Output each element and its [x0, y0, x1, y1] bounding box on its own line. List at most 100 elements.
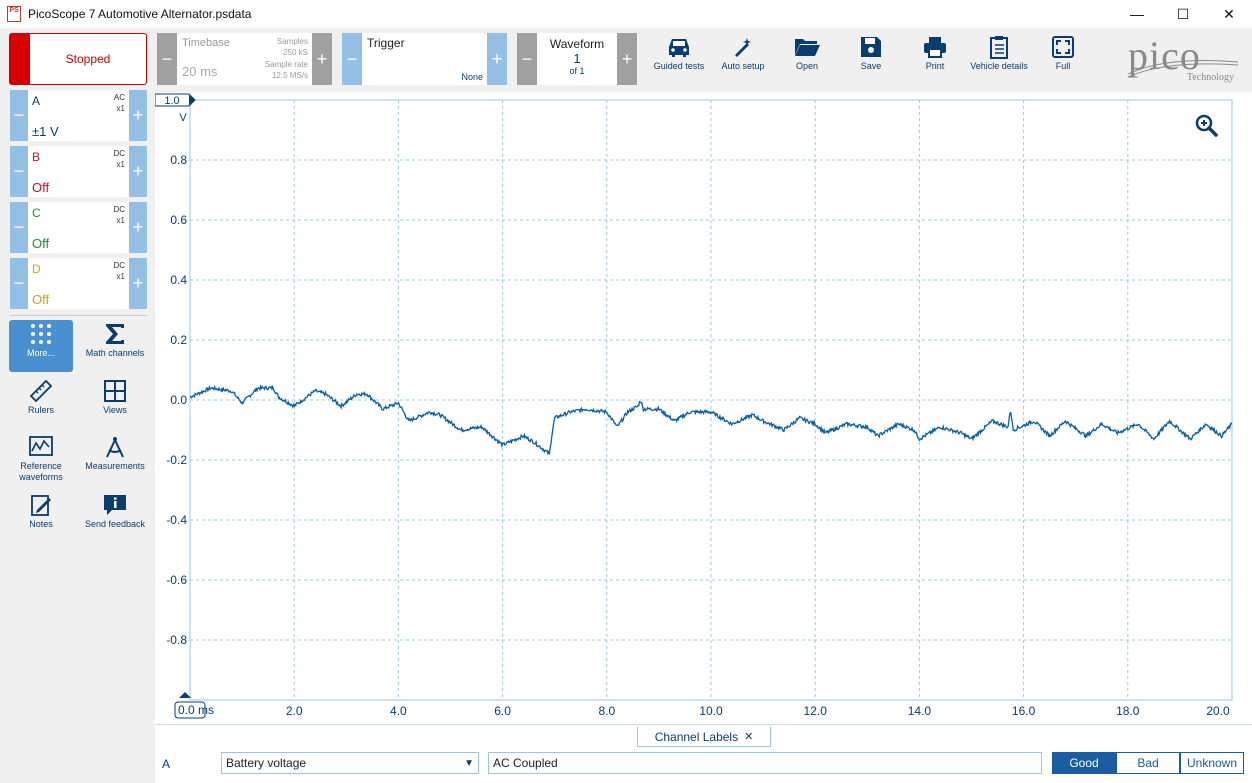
guided-tests-button[interactable]: Guided tests [649, 33, 709, 85]
x-tick-label: 10.0 [699, 704, 723, 718]
channel-d-range[interactable]: Off [32, 292, 50, 307]
run-stop-button[interactable]: Stopped [9, 33, 147, 85]
save-label: Save [860, 61, 882, 71]
channel-a-increase-button[interactable]: + [129, 90, 147, 141]
channel-b-control: − B DC x1 Off + [10, 146, 147, 197]
rating-unknown-button[interactable]: Unknown [1180, 752, 1244, 774]
channel-a-name: A [32, 94, 41, 108]
samples-value[interactable]: 250 kS [283, 48, 308, 57]
y-tick-label: 0.4 [170, 273, 187, 287]
folder-open-icon [793, 33, 821, 61]
send-feedback-button[interactable]: Send feedback [83, 491, 147, 543]
auto-setup-label: Auto setup [721, 61, 765, 71]
math-channels-button[interactable]: Math channels [83, 320, 147, 372]
channel-b-decrease-button[interactable]: − [10, 146, 28, 197]
open-button[interactable]: Open [777, 33, 837, 85]
print-label: Print [925, 61, 945, 71]
channel-c-decrease-button[interactable]: − [10, 202, 28, 253]
channel-d-control: − D DC x1 Off + [10, 258, 147, 309]
trigger-label: Trigger [367, 36, 405, 50]
trigger-control: − Trigger None + [342, 33, 507, 85]
car-icon [665, 33, 693, 61]
measurements-icon [103, 433, 127, 461]
close-icon[interactable]: ✕ [744, 731, 754, 743]
waveform-label: Waveform [549, 37, 605, 51]
close-button[interactable]: ✕ [1223, 5, 1235, 22]
channel-c-coupling[interactable]: DC x1 [113, 205, 125, 225]
rulers-label: Rulers [27, 405, 54, 415]
notes-button[interactable]: Notes [9, 491, 73, 543]
measurements-button[interactable]: Measurements [83, 433, 147, 485]
clipboard-icon [988, 33, 1010, 61]
channel-c-increase-button[interactable]: + [129, 202, 147, 253]
chevron-down-icon: ▼ [464, 758, 474, 769]
reference-waveform-icon [28, 433, 54, 461]
rating-good-button[interactable]: Good [1052, 752, 1116, 774]
print-button[interactable]: Print [905, 33, 965, 85]
reference-waveforms-button[interactable]: Reference waveforms [9, 433, 73, 485]
channel-labels-tab-label: Channel Labels [654, 729, 739, 744]
x-tick-label: 14.0 [908, 704, 932, 718]
vehicle-details-label: Vehicle details [970, 61, 1028, 71]
y-axis-top-marker: 1.0 V [154, 93, 196, 124]
y-axis-unit: V [179, 112, 187, 124]
full-label: Full [1055, 61, 1071, 71]
waveform-previous-button[interactable]: − [517, 33, 537, 85]
channel-b-increase-button[interactable]: + [129, 146, 147, 197]
y-axis-labels: 0.8 0.6 0.4 0.2 0.0 -0.2 -0.4 -0.6 -0.8 [166, 153, 187, 647]
save-icon [859, 33, 883, 61]
trigger-decrease-button[interactable]: − [342, 33, 362, 85]
more-button[interactable]: More... [9, 320, 73, 372]
channel-b-name: B [32, 150, 41, 164]
waveform-index[interactable]: 1 [573, 51, 581, 66]
label-row-channel: A [162, 757, 171, 771]
channel-a-decrease-button[interactable]: − [10, 90, 28, 141]
timebase-control: − Timebase 20 ms Samples 250 kS Sample r… [157, 33, 332, 85]
logo-subtitle: Technology [1186, 72, 1234, 83]
ruler-icon [29, 377, 53, 405]
channel-a-range[interactable]: ±1 V [32, 124, 59, 139]
sigma-icon [104, 320, 126, 348]
waveform-control: − Waveform 1 of 1 + [517, 33, 637, 85]
full-screen-button[interactable]: Full [1033, 33, 1093, 85]
minimize-button[interactable]: — [1130, 6, 1144, 22]
zoom-icon[interactable] [1195, 114, 1218, 137]
notes-label: Notes [29, 519, 53, 529]
channel-a-control: − A AC x1 ±1 V + [10, 90, 147, 141]
views-button[interactable]: Views [83, 377, 147, 429]
label-select[interactable]: Battery voltage ▼ [221, 752, 479, 774]
sidebar-divider [10, 315, 147, 316]
channel-d-decrease-button[interactable]: − [10, 258, 28, 309]
oscilloscope-plot[interactable]: 0.8 0.6 0.4 0.2 0.0 -0.2 -0.4 -0.6 -0.8 2.0 4.0 6.… [154, 92, 1252, 724]
waveform-next-button[interactable]: + [617, 33, 637, 85]
x-tick-label: 16.0 [1012, 704, 1036, 718]
save-button[interactable]: Save [841, 33, 901, 85]
y-tick-label: -0.2 [166, 453, 187, 467]
channel-b-coupling[interactable]: DC x1 [113, 149, 125, 169]
timebase-decrease-button[interactable]: − [157, 33, 177, 85]
scope-view[interactable]: 0.8 0.6 0.4 0.2 0.0 -0.2 -0.4 -0.6 -0.8 2.0 4.0 6.… [154, 92, 1252, 724]
channel-b-range[interactable]: Off [32, 180, 50, 195]
timebase-value[interactable]: 20 ms [182, 64, 218, 79]
logo-wordmark: pico [1128, 33, 1201, 78]
rating-bad-button[interactable]: Bad [1116, 752, 1180, 774]
label-select-value: Battery voltage [226, 756, 307, 770]
maximize-button[interactable]: ☐ [1176, 5, 1190, 22]
channel-c-control: − C DC x1 Off + [10, 202, 147, 253]
timebase-label: Timebase [182, 37, 230, 49]
trigger-increase-button[interactable]: + [487, 33, 507, 85]
vehicle-details-button[interactable]: Vehicle details [969, 33, 1029, 85]
channel-d-increase-button[interactable]: + [129, 258, 147, 309]
label-text-input[interactable]: AC Coupled [488, 752, 1042, 774]
trigger-mode[interactable]: None [461, 72, 483, 82]
y-tick-label: 0.6 [170, 213, 187, 227]
channel-labels-tab[interactable]: Channel Labels ✕ [637, 727, 771, 747]
measurements-label: Measurements [85, 461, 145, 471]
waveform-count: of 1 [569, 66, 585, 76]
timebase-increase-button[interactable]: + [312, 33, 332, 85]
channel-a-coupling[interactable]: AC x1 [113, 93, 125, 113]
auto-setup-button[interactable]: Auto setup [713, 33, 773, 85]
channel-d-coupling[interactable]: DC x1 [113, 261, 125, 281]
rulers-button[interactable]: Rulers [9, 377, 73, 429]
channel-c-range[interactable]: Off [32, 236, 50, 251]
